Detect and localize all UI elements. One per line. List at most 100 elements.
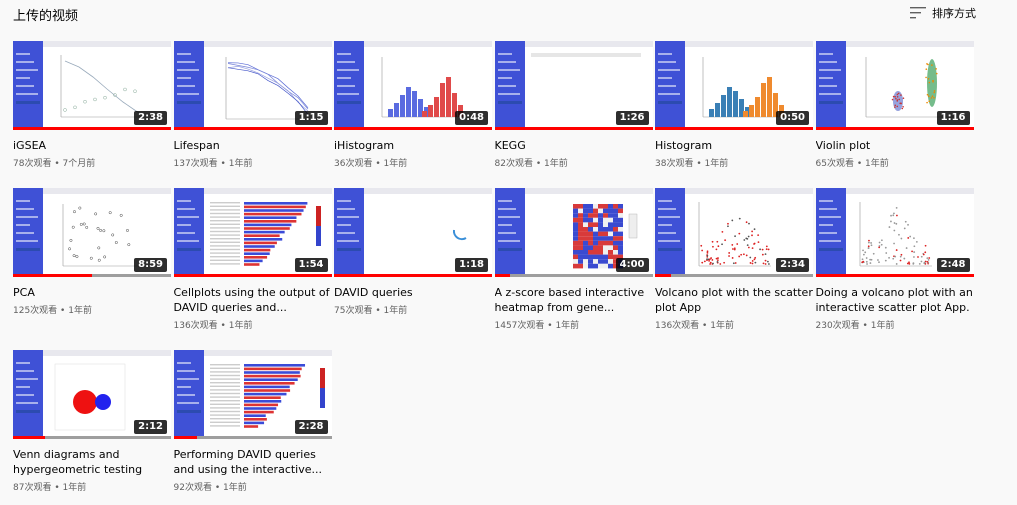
sort-button[interactable]: 排序方式: [910, 5, 976, 21]
meta-separator: •: [372, 159, 384, 169]
upload-age: 1年前: [383, 306, 408, 316]
video-thumbnail[interactable]: 0:48: [334, 41, 492, 130]
video-card[interactable]: 2:12 Venn diagrams and hypergeometric tes…: [13, 350, 171, 494]
watch-progress-fill: [13, 436, 45, 439]
video-meta: 230次观看 • 1年前: [816, 320, 974, 332]
view-count: 125次观看: [13, 306, 58, 316]
view-count: 87次观看: [13, 483, 52, 493]
video-meta: 36次观看 • 1年前: [334, 158, 492, 170]
meta-separator: •: [217, 159, 229, 169]
video-meta: 78次观看 • 7个月前: [13, 158, 171, 170]
video-card[interactable]: 0:48 iHistogram 36次观看 • 1年前: [334, 41, 492, 170]
video-card[interactable]: 2:28 Performing DAVID queries and using t…: [173, 350, 332, 494]
watch-progress-track: [13, 436, 171, 439]
watch-progress-fill: [655, 274, 671, 277]
video-duration: 2:28: [294, 420, 328, 434]
view-count: 75次观看: [334, 306, 373, 316]
meta-separator: •: [372, 306, 384, 316]
view-count: 230次观看: [815, 321, 860, 331]
thumbnail-app-header: [43, 188, 171, 194]
thumbnail-app-header: [203, 41, 332, 47]
video-duration: 4:00: [615, 258, 649, 272]
view-count: 136次观看: [173, 321, 218, 331]
watch-progress-fill: [173, 127, 332, 130]
video-thumbnail[interactable]: 2:34: [655, 188, 813, 277]
video-card[interactable]: 1:26 KEGG 82次观看 • 1年前: [494, 41, 653, 170]
thumbnail-app-sidebar: [173, 41, 204, 130]
video-meta: 136次观看 • 1年前: [174, 320, 332, 332]
video-card[interactable]: 2:34 Volcano plot with the scatter plot A…: [655, 188, 813, 332]
video-thumbnail[interactable]: 1:15: [173, 41, 332, 130]
video-title[interactable]: KEGG: [494, 139, 526, 152]
video-title[interactable]: Volcano plot with the scatter plot App: [655, 286, 813, 314]
view-count: 38次观看: [655, 159, 694, 169]
watch-progress-fill: [13, 127, 171, 130]
watch-progress-track: [494, 274, 653, 277]
video-thumbnail[interactable]: 1:26: [494, 41, 653, 130]
video-thumbnail[interactable]: 8:59: [13, 188, 171, 277]
view-count: 136次观看: [655, 321, 700, 331]
view-count: 78次观看: [13, 159, 52, 169]
video-thumbnail[interactable]: 1:54: [173, 188, 332, 277]
video-thumbnail[interactable]: 1:18: [334, 188, 492, 277]
video-title[interactable]: Histogram: [655, 139, 713, 152]
video-duration: 8:59: [134, 258, 167, 272]
thumbnail-app-header: [364, 188, 492, 194]
watch-progress-fill: [334, 274, 492, 277]
video-title[interactable]: PCA: [13, 286, 35, 299]
video-card[interactable]: 2:38 iGSEA 78次观看 • 7个月前: [13, 41, 171, 170]
watch-progress-track: [173, 436, 332, 439]
video-card[interactable]: 4:00 A z-score based interactive heatmap …: [494, 188, 653, 332]
meta-separator: •: [217, 321, 229, 331]
video-title[interactable]: Cellplots using the output of DAVID quer…: [173, 286, 330, 314]
video-meta: 1457次观看 • 1年前: [495, 320, 653, 332]
video-title[interactable]: Lifespan: [173, 139, 220, 152]
thumbnail-app-header: [203, 188, 332, 194]
video-card[interactable]: 2:48 Doing a volcano plot with an interac…: [815, 188, 974, 332]
sort-icon: [910, 7, 926, 19]
thumbnail-app-header: [685, 41, 813, 47]
video-thumbnail[interactable]: 4:00: [494, 188, 653, 277]
meta-separator: •: [693, 159, 705, 169]
video-title[interactable]: Performing DAVID queries and using the i…: [173, 448, 323, 476]
meta-separator: •: [532, 159, 544, 169]
watch-progress-fill: [13, 274, 92, 277]
video-title[interactable]: iHistogram: [334, 139, 395, 152]
view-count: 36次观看: [334, 159, 373, 169]
thumbnail-app-sidebar: [815, 188, 846, 277]
view-count: 92次观看: [173, 483, 212, 493]
video-card[interactable]: 1:54 Cellplots using the output of DAVID …: [173, 188, 332, 332]
watch-progress-fill: [334, 127, 492, 130]
video-card[interactable]: 0:50 Histogram 38次观看 • 1年前: [655, 41, 813, 170]
video-thumbnail[interactable]: 2:28: [173, 350, 332, 439]
thumbnail-app-header: [43, 350, 171, 356]
video-duration: 2:48: [936, 258, 970, 272]
video-card[interactable]: 1:16 Violin plot 65次观看 • 1年前: [815, 41, 974, 170]
video-title[interactable]: A z-score based interactive heatmap from…: [494, 286, 645, 314]
video-title[interactable]: Doing a volcano plot with an interactive…: [815, 286, 973, 314]
video-card[interactable]: 1:15 Lifespan 137次观看 • 1年前: [173, 41, 332, 170]
video-title[interactable]: DAVID queries: [334, 286, 413, 299]
video-title[interactable]: iGSEA: [13, 139, 47, 152]
thumbnail-app-sidebar: [655, 41, 685, 130]
thumbnail-app-header: [845, 188, 974, 194]
video-title[interactable]: Violin plot: [815, 139, 871, 152]
video-thumbnail[interactable]: 2:48: [815, 188, 974, 277]
video-duration: 0:48: [455, 111, 488, 125]
video-card[interactable]: 1:18 DAVID queries 75次观看 • 1年前: [334, 188, 492, 317]
video-thumbnail[interactable]: 1:16: [815, 41, 974, 130]
upload-age: 1年前: [62, 483, 87, 493]
upload-age: 1年前: [543, 159, 568, 169]
video-thumbnail[interactable]: 2:12: [13, 350, 171, 439]
video-title[interactable]: Venn diagrams and hypergeometric testing: [13, 448, 143, 476]
meta-separator: •: [853, 159, 865, 169]
watch-progress-fill: [494, 127, 653, 130]
video-thumbnail[interactable]: 2:38: [13, 41, 171, 130]
upload-age: 1年前: [864, 159, 889, 169]
video-card[interactable]: 8:59 PCA 125次观看 • 1年前: [13, 188, 171, 317]
upload-age: 1年前: [383, 159, 408, 169]
video-meta: 87次观看 • 1年前: [13, 482, 171, 494]
video-meta: 125次观看 • 1年前: [13, 305, 171, 317]
video-thumbnail[interactable]: 0:50: [655, 41, 813, 130]
video-meta: 137次观看 • 1年前: [174, 158, 332, 170]
